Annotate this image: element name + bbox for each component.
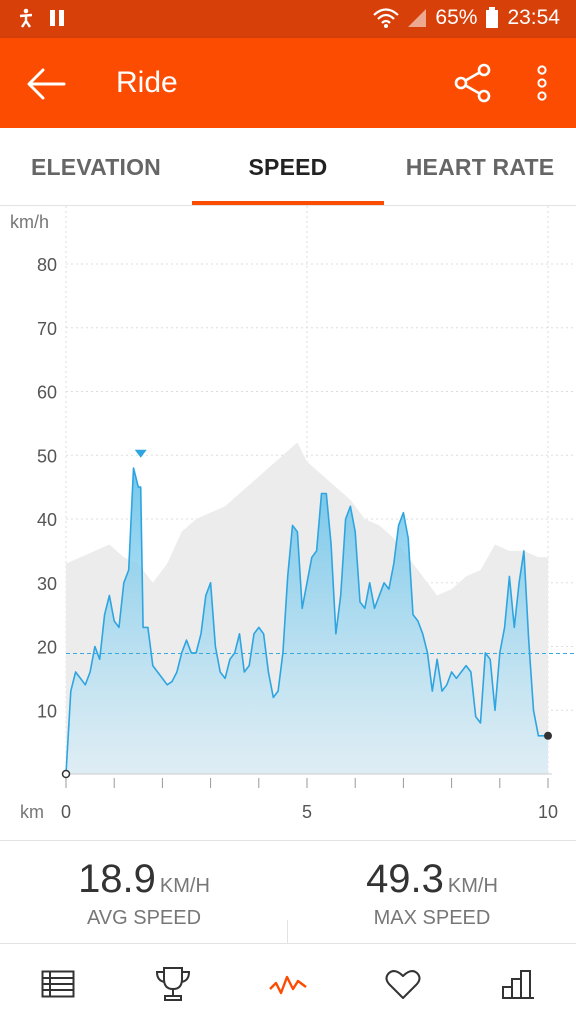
status-bar: 65% 23:54 <box>0 0 576 38</box>
tab-elevation[interactable]: ELEVATION <box>30 153 161 180</box>
list-icon <box>41 970 74 998</box>
max-speed-label: MAX SPEED <box>373 907 491 929</box>
clock: 23:54 <box>507 6 560 29</box>
chart-svg[interactable]: 10 20 30 40 50 60 70 80 0 5 10 km km/h <box>0 206 576 838</box>
y-tick-label: 30 <box>37 574 57 594</box>
x-tick-label: 10 <box>538 802 558 822</box>
y-tick-label: 40 <box>37 510 57 530</box>
y-axis-label: km/h <box>10 212 49 232</box>
speed-chart[interactable]: 10 20 30 40 50 60 70 80 0 5 10 km km/h <box>0 206 576 838</box>
avg-speed-unit: KM/H <box>159 875 210 897</box>
stats-panel: 18.9 KM/H AVG SPEED 49.3 KM/H MAX SPEED <box>0 840 576 944</box>
more-options-button[interactable] <box>520 60 564 106</box>
activity-graph-icon <box>268 975 307 995</box>
y-tick-label: 70 <box>37 319 57 339</box>
nav-overview[interactable] <box>0 944 115 1024</box>
tab-heart-rate[interactable]: HEART RATE <box>405 153 555 180</box>
more-vert-icon <box>537 65 547 101</box>
end-point <box>544 731 552 740</box>
max-speed-marker <box>134 449 147 458</box>
x-tick-label: 0 <box>61 802 71 822</box>
bottom-nav <box>0 944 576 1024</box>
max-speed-stat: 49.3 KM/H MAX SPEED <box>288 841 576 945</box>
accessibility-icon <box>19 8 33 28</box>
bar-chart-icon <box>501 970 534 999</box>
app-bar: Ride <box>0 38 576 128</box>
pause-icon <box>50 10 64 26</box>
x-tick-label: 5 <box>302 802 312 822</box>
battery-icon <box>486 7 499 28</box>
nav-achievements[interactable] <box>115 944 230 1024</box>
stat-divider <box>287 920 288 944</box>
speed-area <box>66 468 548 774</box>
wifi-icon <box>373 8 400 28</box>
heart-icon <box>385 970 420 999</box>
avg-speed-stat: 18.9 KM/H AVG SPEED <box>0 841 288 945</box>
speed-line <box>65 467 548 775</box>
nav-analysis[interactable] <box>230 944 345 1024</box>
nav-kudos[interactable] <box>345 944 460 1024</box>
x-axis-label: km <box>20 802 44 822</box>
page-title: Ride <box>116 66 178 99</box>
signal-icon <box>408 9 427 27</box>
avg-speed-label: AVG SPEED <box>86 907 202 929</box>
start-point <box>61 769 71 779</box>
tab-speed[interactable]: SPEED <box>248 153 328 180</box>
y-tick-label: 80 <box>37 255 57 275</box>
tab-indicator <box>192 201 384 205</box>
y-tick-label: 20 <box>37 638 57 658</box>
y-tick-label: 10 <box>37 701 57 721</box>
avg-speed-value: 18.9 <box>78 857 156 901</box>
max-speed-unit: KM/H <box>447 875 498 897</box>
tab-bar: ELEVATION SPEED HEART RATE <box>0 128 576 206</box>
back-arrow-icon <box>27 68 66 100</box>
share-icon <box>454 63 491 103</box>
share-button[interactable] <box>450 60 496 106</box>
max-speed-value: 49.3 <box>366 857 444 901</box>
battery-percent: 65% <box>435 6 478 29</box>
nav-stats[interactable] <box>460 944 575 1024</box>
y-tick-label: 50 <box>37 446 57 466</box>
y-tick-label: 60 <box>37 383 57 403</box>
back-button[interactable] <box>24 62 68 106</box>
trophy-icon <box>155 967 190 1001</box>
